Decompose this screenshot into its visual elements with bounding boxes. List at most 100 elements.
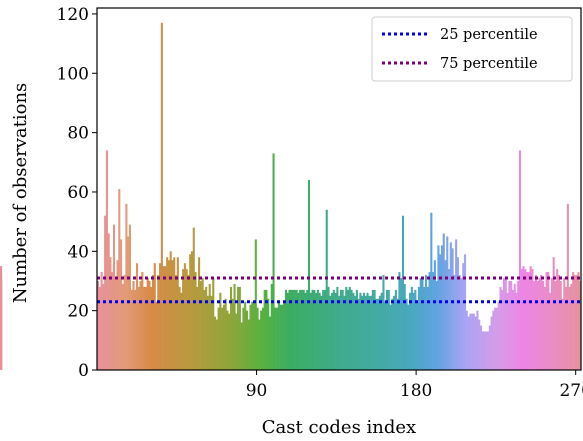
bar <box>409 292 412 370</box>
bar <box>540 275 543 370</box>
bar <box>210 295 213 370</box>
bar <box>109 257 112 370</box>
bar <box>476 310 479 370</box>
bar <box>428 272 431 370</box>
bar <box>499 286 502 370</box>
bar <box>201 278 204 370</box>
bar <box>120 239 123 370</box>
bar <box>417 286 420 370</box>
bar <box>104 215 107 370</box>
bar <box>492 310 495 370</box>
bar <box>276 307 279 370</box>
bar <box>123 275 126 370</box>
bar <box>254 239 257 370</box>
y-tick-label: 100 <box>57 64 89 84</box>
bar <box>449 242 452 370</box>
bar <box>338 295 341 370</box>
bar <box>192 227 195 370</box>
bar <box>251 301 254 370</box>
bar <box>261 307 264 370</box>
y-tick-label: 120 <box>57 5 89 25</box>
bar <box>412 292 415 370</box>
bar <box>116 260 119 370</box>
bars-group <box>0 22 582 371</box>
bar <box>520 269 523 370</box>
bar <box>577 272 580 370</box>
bar <box>176 257 179 370</box>
bar <box>439 254 442 370</box>
bar <box>502 278 506 370</box>
bar <box>190 251 194 370</box>
bar <box>166 257 169 370</box>
y-tick-label: 80 <box>67 124 89 144</box>
bar <box>455 239 458 370</box>
bar <box>331 292 334 370</box>
bar <box>345 286 348 370</box>
bar <box>206 295 209 370</box>
bar <box>153 263 156 370</box>
bar <box>178 286 181 370</box>
bar <box>483 331 486 370</box>
bar <box>504 278 507 370</box>
bar <box>572 272 575 370</box>
x-tick-label: 180 <box>400 381 432 401</box>
bar <box>98 286 101 370</box>
bar <box>144 286 147 370</box>
bar <box>286 292 289 370</box>
bar <box>566 203 569 370</box>
bar <box>419 278 422 370</box>
bar <box>281 304 284 370</box>
bar <box>534 275 537 370</box>
bar <box>164 266 167 370</box>
bar <box>556 269 559 370</box>
bar <box>171 260 174 370</box>
bar <box>336 286 339 370</box>
bar <box>258 319 261 370</box>
legend-box <box>371 16 573 82</box>
bar <box>362 292 365 370</box>
bar <box>151 275 155 370</box>
bar <box>554 280 557 370</box>
bar <box>187 275 190 370</box>
bar <box>387 289 390 370</box>
bar <box>570 283 573 370</box>
bar <box>352 292 355 370</box>
bar <box>472 313 475 370</box>
bar <box>401 215 405 370</box>
bar <box>437 245 440 370</box>
bar <box>315 292 318 370</box>
bar <box>167 260 170 370</box>
bar <box>373 289 376 370</box>
bar <box>311 289 314 370</box>
bar <box>426 286 429 370</box>
bar <box>444 260 447 370</box>
bar <box>284 289 287 370</box>
bar <box>341 289 344 370</box>
bar <box>435 280 438 370</box>
bar <box>169 251 172 370</box>
bar <box>229 286 233 370</box>
bar <box>547 272 550 370</box>
bar <box>238 286 241 370</box>
bar <box>385 289 389 370</box>
bar <box>141 272 144 370</box>
bar <box>272 153 275 370</box>
y-tick-label: 20 <box>67 302 89 322</box>
bar <box>299 289 302 370</box>
bar <box>217 307 220 370</box>
bar <box>366 292 369 370</box>
bar <box>137 286 140 370</box>
bar <box>394 289 397 370</box>
bar <box>565 286 568 370</box>
bar <box>100 272 103 370</box>
bar <box>391 298 394 370</box>
bar <box>346 289 350 370</box>
bar <box>183 263 186 370</box>
bar <box>245 310 248 370</box>
bar <box>212 278 215 370</box>
bar <box>458 275 461 370</box>
bar <box>561 298 564 370</box>
bar <box>559 280 562 370</box>
bar <box>400 278 403 370</box>
bar <box>378 295 381 370</box>
